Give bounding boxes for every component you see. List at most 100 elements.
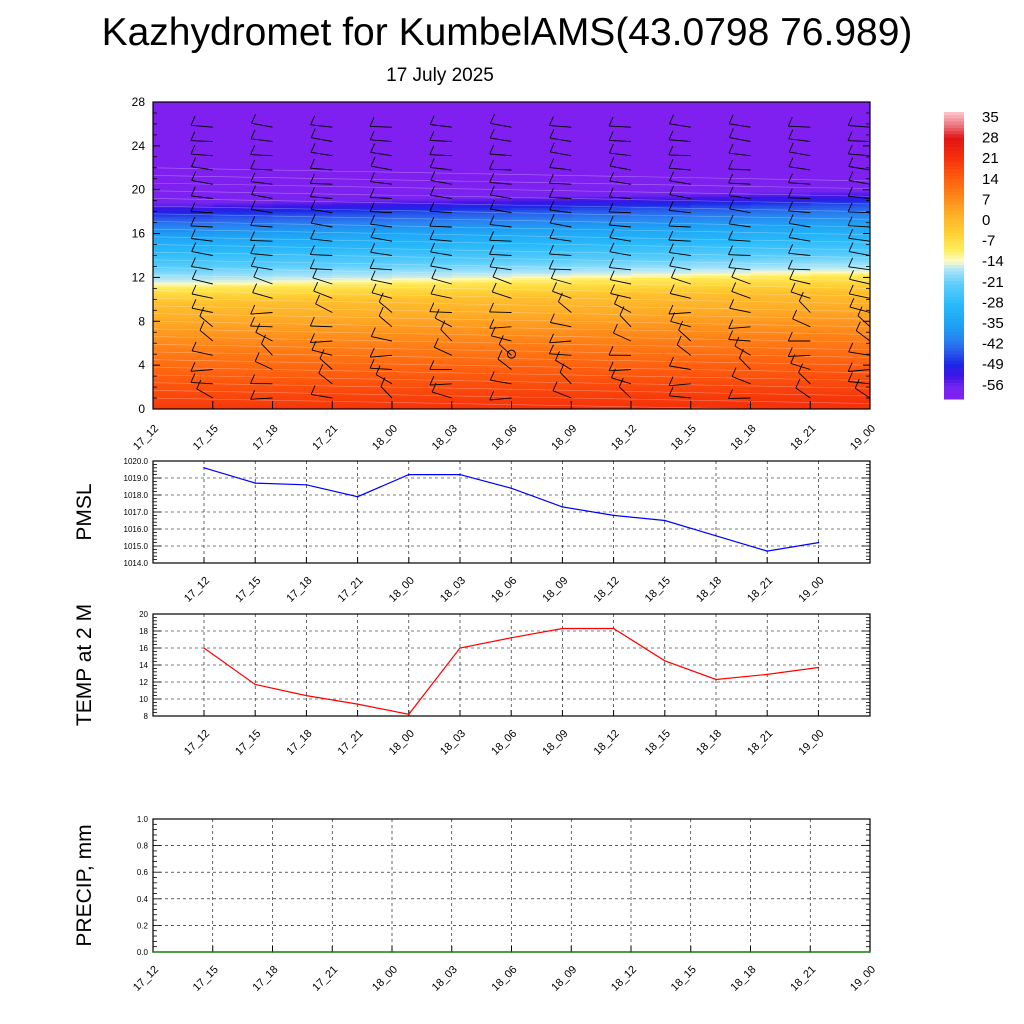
- temperature-cell: [690, 156, 752, 160]
- temperature-cell: [810, 200, 870, 204]
- data-point: [690, 951, 692, 953]
- temperature-cell: [153, 237, 214, 241]
- temperature-cell: [272, 108, 333, 112]
- wind-barb: [440, 320, 453, 342]
- temperature-cell: [392, 163, 453, 167]
- wind-barb-shaft: [490, 208, 512, 214]
- temperature-cell: [571, 332, 632, 336]
- colorbar-swatch: [944, 277, 964, 282]
- temperature-cell: [511, 159, 572, 162]
- temperature-cell: [332, 183, 393, 186]
- wind-barb-flag: [131, 130, 135, 139]
- temperature-cell: [810, 119, 870, 123]
- temperature-cell: [451, 330, 513, 333]
- temperature-cell: [511, 169, 572, 173]
- temperature-cell: [631, 268, 692, 272]
- wind-barb: [668, 376, 691, 387]
- wind-barb-flag: [549, 333, 554, 343]
- wind-barb-flag: [250, 316, 255, 327]
- temperature-cell: [690, 253, 752, 257]
- wind-barb-flag: [848, 229, 854, 239]
- temperature-cell: [750, 253, 811, 257]
- colorbar-swatch: [944, 338, 964, 343]
- temperature-cell: [750, 178, 811, 182]
- temperature-cell: [631, 341, 692, 344]
- wind-barb: [849, 270, 870, 285]
- wind-barb: [370, 215, 393, 228]
- temperature-cell: [511, 207, 572, 211]
- temperature-cell: [272, 262, 333, 265]
- data-point: [510, 487, 512, 490]
- temperature-cell: [451, 312, 513, 316]
- temperature-cell: [571, 216, 632, 219]
- temperature-cell: [272, 305, 333, 309]
- temperature-cell: [810, 240, 870, 243]
- wind-barb-flag: [429, 360, 435, 370]
- temperature-cell: [690, 180, 752, 184]
- temperature-cell: [750, 229, 811, 232]
- wind-barb: [370, 156, 393, 171]
- wind-barb-shaft: [378, 301, 393, 313]
- temperature-cell: [392, 226, 453, 230]
- wind-barb: [548, 174, 572, 185]
- temperature-cell: [212, 387, 274, 390]
- x-tick-label: 18_06: [490, 964, 520, 994]
- wind-barb: [795, 378, 811, 399]
- colorbar-swatch: [944, 242, 964, 247]
- temperature-cell: [392, 402, 453, 406]
- temperature-cell: [511, 115, 572, 118]
- temperature-cell: [511, 270, 572, 274]
- wind-barb: [255, 323, 273, 342]
- temperature-cell: [392, 178, 453, 182]
- wind-barb-flag: [787, 259, 793, 270]
- temperature-cell: [451, 371, 513, 375]
- temperature-cell: [511, 240, 572, 243]
- temperature-cell: [631, 148, 692, 151]
- contour-line: [153, 190, 870, 205]
- temperature-cell: [810, 312, 870, 316]
- temperature-cell: [392, 321, 453, 325]
- wind-barb: [433, 338, 452, 356]
- temperature-cell: [571, 384, 632, 388]
- temperature-cell: [332, 161, 393, 164]
- temperature-cell: [272, 367, 333, 371]
- temperature-cell: [272, 126, 333, 129]
- wind-barb: [668, 216, 691, 228]
- temperature-cell: [212, 341, 274, 344]
- temperature-cell: [153, 380, 214, 384]
- temperature-cell: [571, 205, 632, 208]
- wind-barb: [498, 335, 512, 356]
- temperature-cell: [690, 310, 752, 314]
- temperature-cell: [810, 237, 870, 241]
- wind-barb-flag: [250, 145, 256, 155]
- data-point: [570, 951, 573, 953]
- temperature-cell: [451, 174, 513, 178]
- temperature-cell: [631, 367, 692, 371]
- wind-barb-flag: [855, 321, 861, 331]
- temperature-cell: [750, 288, 811, 292]
- contour-line: [153, 213, 870, 228]
- wind-barb-flag: [608, 215, 614, 226]
- temperature-cell: [212, 167, 274, 171]
- wind-barb: [489, 144, 512, 157]
- temperature-cell: [571, 172, 632, 175]
- wind-barb: [153, 226, 154, 227]
- data-point: [612, 514, 615, 517]
- temperature-cell: [332, 273, 393, 276]
- temperature-cell: [153, 128, 214, 132]
- colorbar-swatch: [944, 379, 964, 384]
- wind-barb-flag: [199, 321, 205, 331]
- colorbar-swatch: [944, 201, 964, 205]
- temperature-cell: [690, 395, 752, 399]
- data-point: [271, 951, 274, 953]
- temperature-cell: [631, 299, 692, 303]
- temperature-cell: [451, 244, 513, 248]
- wind-barb-flag: [728, 144, 734, 154]
- wind-barb-shaft: [250, 168, 273, 171]
- temperature-cell: [272, 354, 333, 357]
- wind-barb: [789, 270, 811, 285]
- wind-barb: [669, 171, 691, 185]
- wind-barb: [669, 284, 691, 299]
- temperature-cell: [690, 189, 752, 193]
- wind-barb-flag: [489, 128, 495, 139]
